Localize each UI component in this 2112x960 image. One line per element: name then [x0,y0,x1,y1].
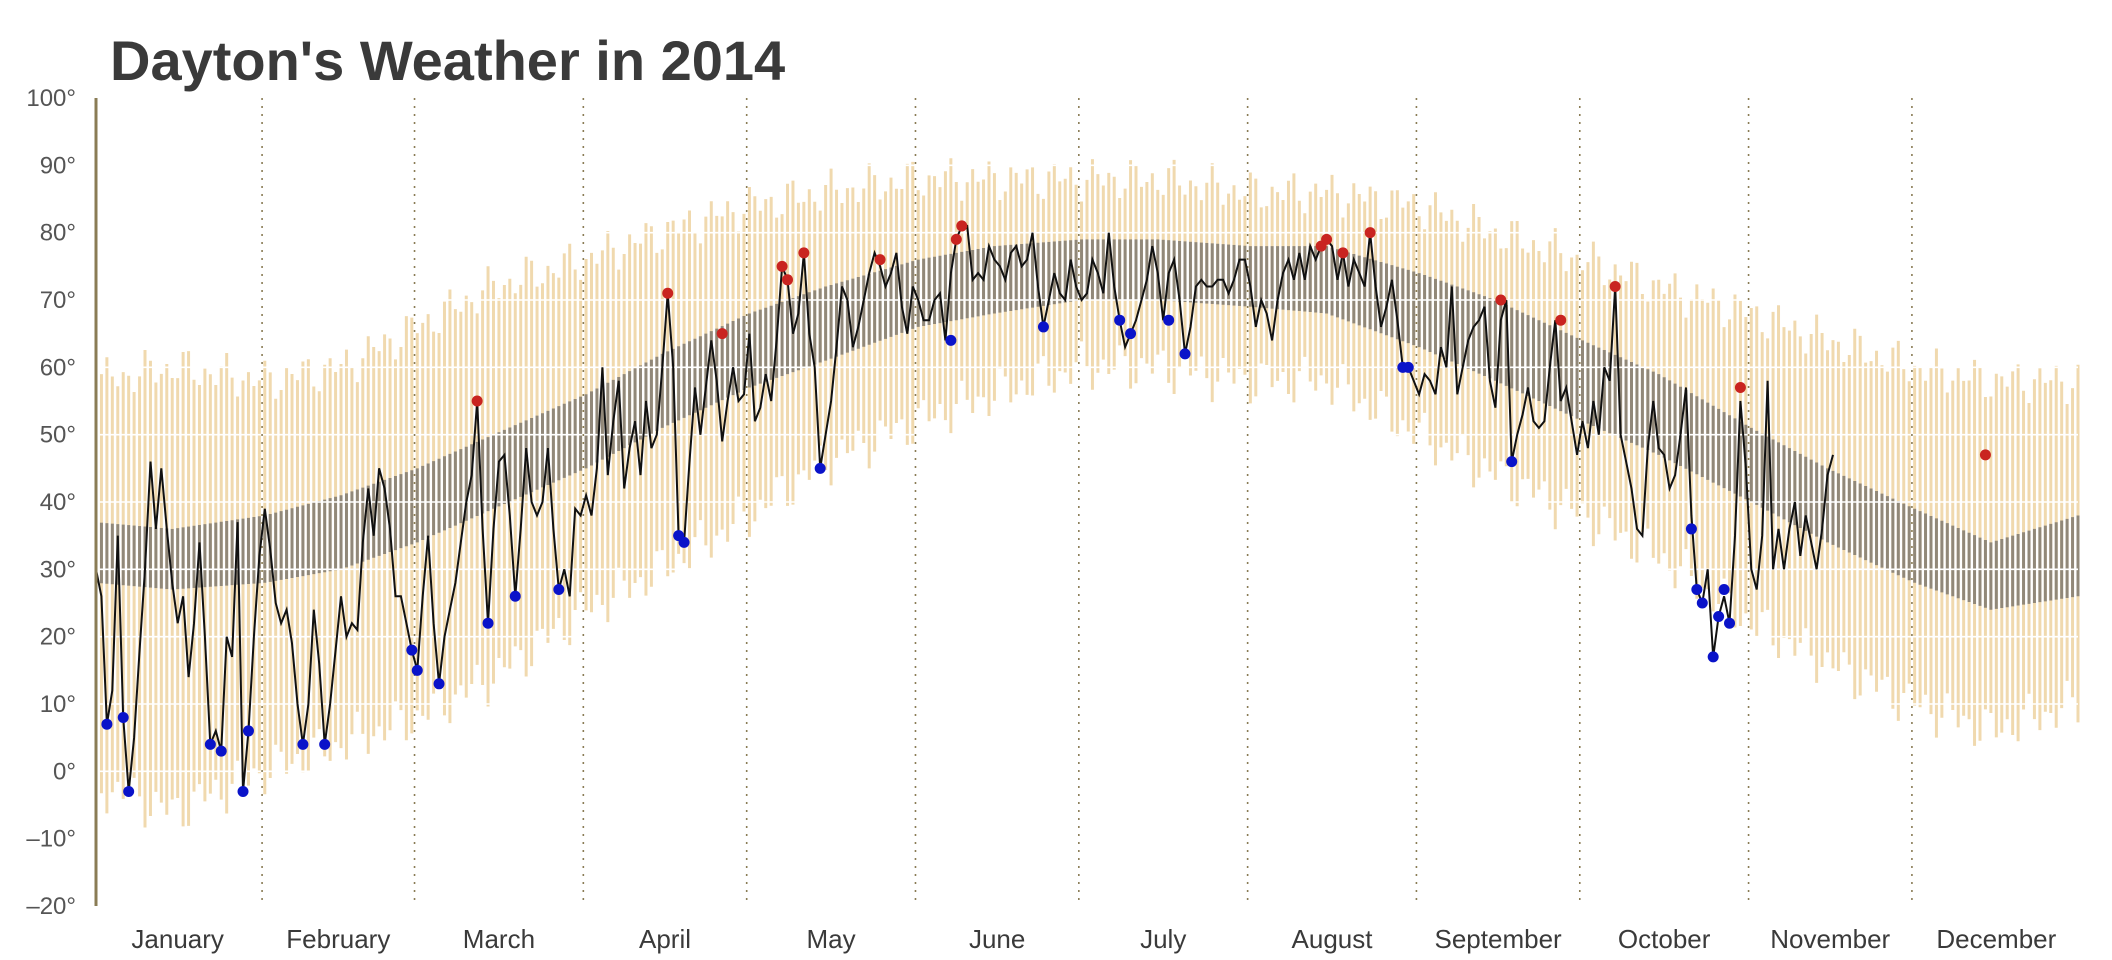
month-label: September [1435,924,1563,954]
gridline-layer [96,97,2078,907]
record-low-point [1402,361,1414,373]
record-high-point [956,220,968,232]
record-low-point [406,644,418,656]
y-tick-label: 50° [40,422,76,449]
record-low-point [482,617,494,629]
record-low-point [678,536,690,548]
month-label: October [1618,924,1711,954]
record-low-point [1691,584,1703,596]
month-label: November [1770,924,1890,954]
chart-title: Dayton's Weather in 2014 [110,29,785,92]
record-low-point [1506,456,1518,468]
month-label: May [807,924,856,954]
month-label: December [1936,924,2056,954]
record-high-point [1734,382,1746,394]
record-high-point [782,274,794,286]
record-high-point [1495,294,1507,306]
record-low-point [1125,328,1137,340]
record-low-point [509,590,521,602]
record-high-point [874,254,886,266]
y-tick-label: 70° [40,287,76,314]
y-tick-label: 100° [26,85,76,112]
y-tick-label: 30° [40,556,76,583]
month-labels: January February March April May June July Augu… [131,924,2056,954]
y-tick-label: 80° [40,220,76,247]
record-low-point [814,462,826,474]
record-low-point [1713,610,1725,622]
record-low-point [1114,314,1126,326]
record-low-point [242,725,254,737]
record-low-point [297,738,309,750]
y-tick-labels: 100° 90° 80° 70° 60° 50° 40° 30° 20° 10° 0° –10° –20… [26,85,76,920]
record-high-point [798,247,810,259]
record-high-point [716,328,728,340]
record-low-point [553,584,565,596]
record-low-point [1696,597,1708,609]
month-label: August [1292,924,1374,954]
record-low-point [123,786,135,798]
record-low-point [945,334,957,346]
y-tick-label: 20° [40,624,76,651]
y-tick-label: 0° [53,758,76,785]
record-low-point [237,786,249,798]
record-low-point [1179,348,1191,360]
record-low-point [1037,321,1049,333]
month-label: February [286,924,390,954]
record-low-point [1163,314,1175,326]
month-label: June [969,924,1025,954]
record-low-point [1724,617,1736,629]
y-tick-label: 10° [40,691,76,718]
y-tick-label: –20° [26,893,76,920]
record-low-point [411,664,423,676]
record-low-point [1707,651,1719,663]
record-high-point [1979,449,1991,461]
record-high-point [776,260,788,272]
month-separator-layer [261,98,1913,906]
record-points-layer [101,220,1991,798]
record-high-point [1337,247,1349,259]
y-tick-label: 40° [40,489,76,516]
record-low-point [433,678,445,690]
record-high-point [1609,281,1621,293]
record-high-point [471,395,483,407]
normal-range-layer [94,239,2080,610]
record-low-point [101,718,113,730]
record-high-point [1555,314,1567,326]
record-low-point [1718,584,1730,596]
record-low-point [319,738,331,750]
record-high-point [950,233,962,245]
month-label: January [131,924,224,954]
record-high-point [1321,233,1333,245]
record-high-point [1364,227,1376,239]
record-low-point [117,711,129,723]
month-label: April [639,924,691,954]
y-tick-label: 60° [40,354,76,381]
y-tick-label: –10° [26,826,76,853]
month-label: July [1140,924,1186,954]
record-low-point [204,738,216,750]
record-low-point [215,745,227,757]
y-tick-label: 90° [40,152,76,179]
record-high-point [662,287,674,299]
record-low-point [1685,523,1697,535]
month-label: March [463,924,535,954]
